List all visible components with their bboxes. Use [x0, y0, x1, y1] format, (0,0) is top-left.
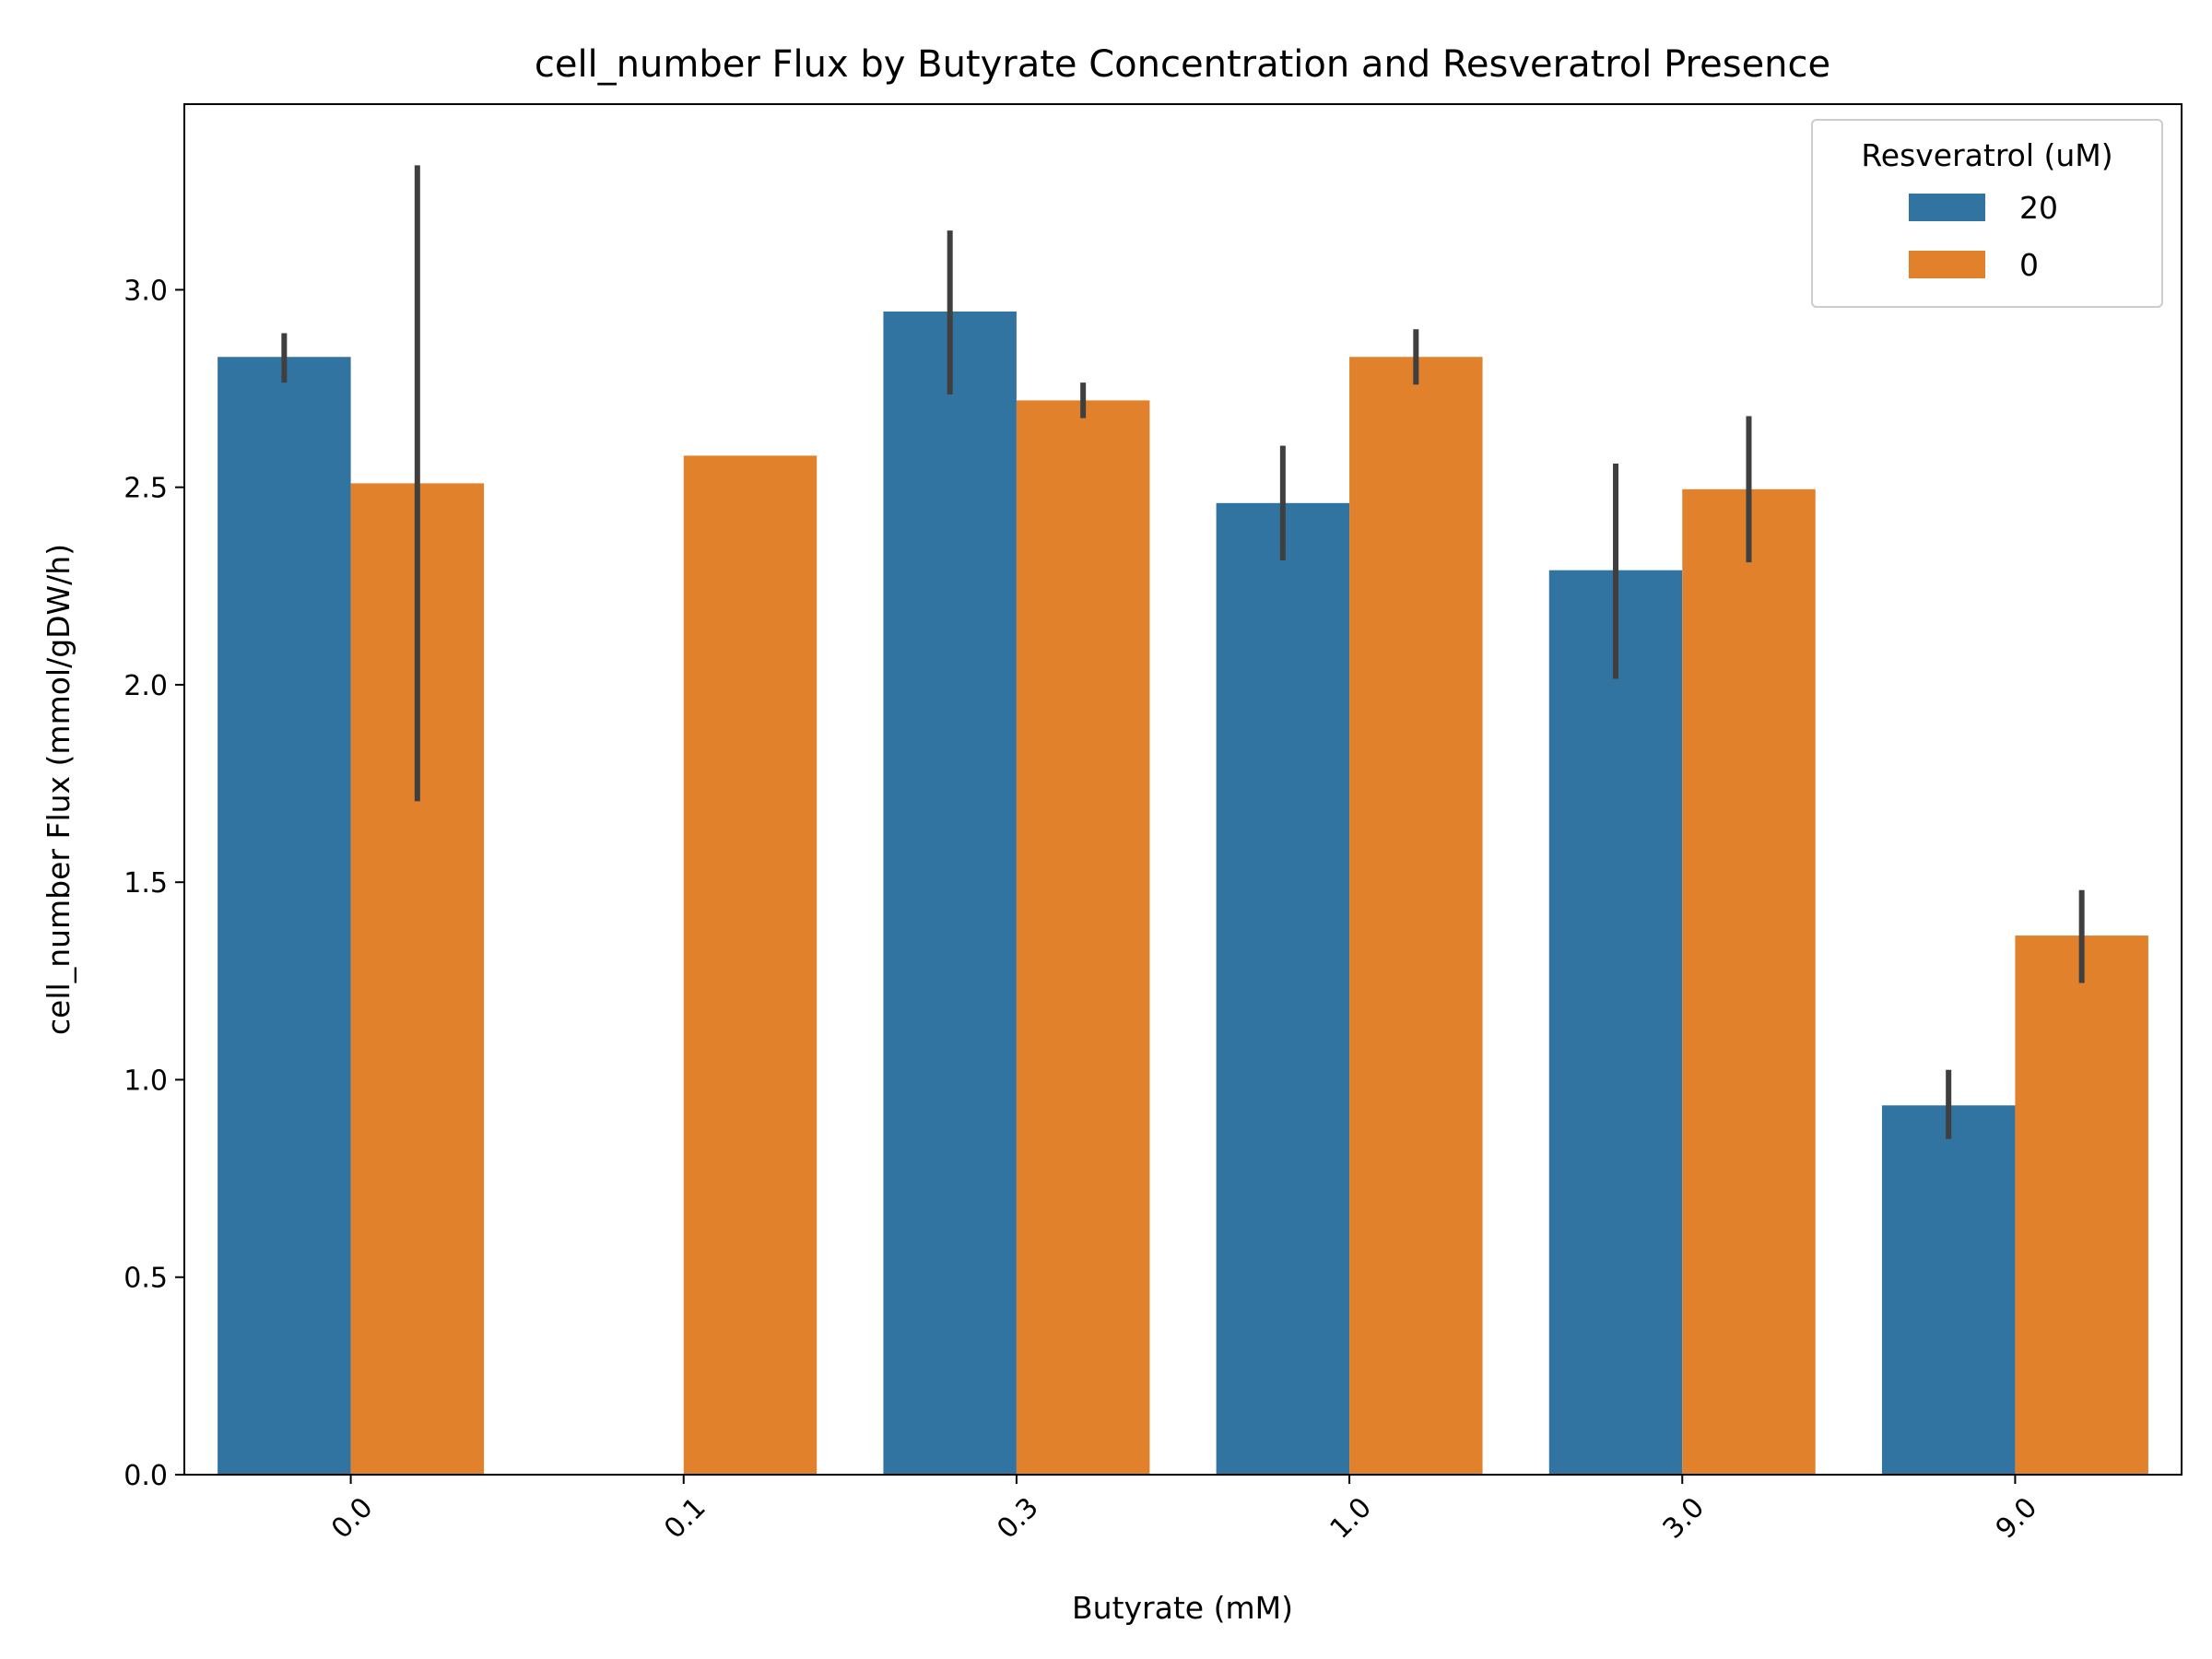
- legend-items: 20 0: [1909, 190, 2058, 283]
- y-axis-title: cell_number Flux (mmol/gDW/h): [41, 544, 76, 1035]
- legend[interactable]: Resveratrol (uM) 20 0: [1811, 119, 2163, 308]
- plot-frame: [183, 103, 2183, 1476]
- y-tick-label: 1.0: [124, 1065, 168, 1097]
- errorbars-layer: [281, 165, 2085, 1139]
- legend-label-0: 0: [2019, 247, 2039, 283]
- y-tick-label: 1.5: [124, 867, 168, 900]
- bar-series-0-cat-0.3: [1016, 400, 1150, 1475]
- y-tick-label: 0.5: [124, 1263, 168, 1295]
- y-tick-label: 2.5: [124, 473, 168, 505]
- chart-title: cell_number Flux by Butyrate Concentrati…: [535, 43, 1830, 86]
- legend-title: Resveratrol (uM): [1861, 137, 2112, 173]
- legend-swatch-20: [1909, 194, 1985, 221]
- bar-series-20-cat-9.0: [1881, 1105, 2016, 1475]
- y-tick-label: 2.0: [124, 670, 168, 702]
- x-axis-title: Butyrate (mM): [1072, 1590, 1293, 1626]
- bar-series-20-cat-1.0: [1216, 502, 1350, 1475]
- legend-label-20: 20: [2019, 190, 2058, 226]
- y-tick-label: 0.0: [124, 1460, 168, 1492]
- y-axis: 0.0 0.5 1.0 1.5 2.0 2.5 3.0: [124, 275, 184, 1492]
- bar-series-0-cat-9.0: [2015, 935, 2148, 1475]
- bar-series-20-cat-0.0: [218, 357, 351, 1475]
- y-tick-label: 3.0: [124, 275, 168, 307]
- bar-series-0-cat-3.0: [1682, 488, 1816, 1475]
- bar-series-0-cat-0.1: [683, 455, 818, 1475]
- bar-series-0-cat-1.0: [1349, 357, 1483, 1475]
- bar-series-20-cat-3.0: [1548, 570, 1683, 1475]
- legend-box: [1811, 119, 2163, 308]
- bar-series-20-cat-0.3: [883, 311, 1017, 1476]
- legend-swatch-0: [1909, 251, 1985, 278]
- bars-layer: [218, 311, 2148, 1476]
